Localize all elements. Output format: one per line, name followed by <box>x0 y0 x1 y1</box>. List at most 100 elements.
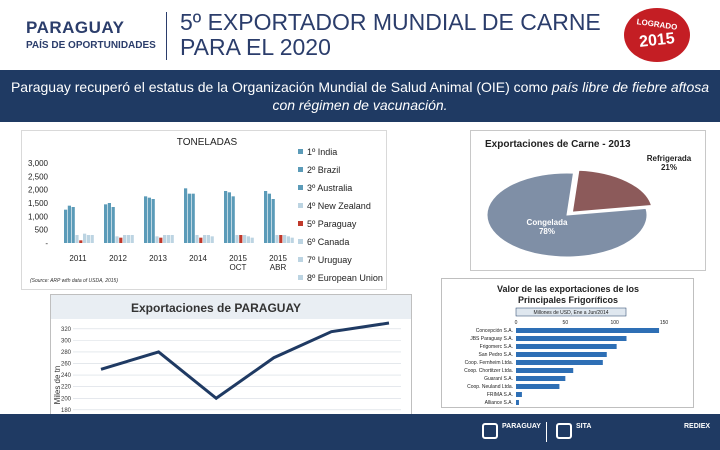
tonnes-bar <box>286 236 290 243</box>
line-chart-y-label: Miles de tn <box>53 366 62 405</box>
tonnes-x-tick: 2011 <box>69 254 87 263</box>
frigorificos-chart-title-line1: Valor de las exportaciones de los <box>497 284 639 294</box>
tonnes-bar <box>239 235 243 243</box>
frigorificos-bar <box>516 352 607 357</box>
tonnes-x-tick: OCT <box>230 263 247 272</box>
frigorificos-category: Alliance S.A. <box>485 400 513 406</box>
logo-sub-text: PAÍS DE OPORTUNIDADES <box>26 40 156 51</box>
frigorificos-x-tick: 100 <box>610 320 619 326</box>
tonnes-x-tick: 2014 <box>189 254 207 263</box>
tonnes-chart-title: TONELADAS <box>177 137 238 148</box>
tonnes-bar <box>170 235 174 243</box>
achievement-badge: LOGRADO 2015 <box>624 8 690 62</box>
tonnes-y-tick: 2,500 <box>28 172 49 181</box>
tonnes-bar <box>144 196 148 243</box>
tonnes-bar <box>210 236 214 243</box>
pie-slice <box>486 172 648 258</box>
frigorificos-bar <box>516 384 560 389</box>
meat-exports-pie-svg: Exportaciones de Carne - 2013 Congelada7… <box>485 139 692 258</box>
tonnes-y-tick: 500 <box>35 226 49 235</box>
legend-label: 5º Paraguay <box>307 219 357 229</box>
pie-slice-value: 21% <box>661 163 677 172</box>
line-chart-y-tick: 280 <box>61 350 72 356</box>
tonnes-bar-chart-svg: TONELADAS 3,0002,5002,0001,5001,000500- … <box>28 137 294 284</box>
frigorificos-bar <box>516 344 617 349</box>
legend-item: 6º Canada <box>298 235 408 253</box>
tonnes-bar <box>283 235 287 243</box>
tonnes-bar <box>187 193 191 243</box>
tonnes-bar <box>271 199 275 243</box>
tonnes-bar <box>126 235 130 243</box>
tonnes-bar <box>166 235 170 243</box>
tonnes-bar <box>123 235 127 243</box>
frigorificos-category: FRIMA S.A. <box>487 392 513 398</box>
tonnes-bar <box>155 236 159 243</box>
line-chart-title: Exportaciones de PARAGUAY <box>131 301 301 315</box>
pie-slice-label: Congelada <box>527 218 568 227</box>
legend-label: 3º Australia <box>307 183 353 193</box>
footer-logo-paraguay: PARAGUAY <box>502 423 541 430</box>
banner-text-plain: Paraguay recuperó el estatus de la Organ… <box>10 79 552 95</box>
legend-item: 1º India <box>298 145 408 163</box>
tonnes-y-tick: 2,000 <box>28 186 49 195</box>
paraguay-seal-icon <box>482 423 498 439</box>
pie-chart-title: Exportaciones de Carne - 2013 <box>485 139 631 150</box>
tonnes-bar <box>83 233 87 243</box>
tonnes-bar <box>163 235 167 243</box>
tonnes-bar <box>231 196 235 243</box>
tonnes-bar <box>227 192 231 243</box>
tonnes-bar <box>147 197 151 243</box>
tonnes-chart-legend: 1º India 2º Brazil 3º Australia 4º New Zeal… <box>298 145 408 289</box>
tonnes-bar <box>71 207 75 243</box>
tonnes-x-tick: 2012 <box>109 254 127 263</box>
tonnes-x-tick: ABR <box>270 263 287 272</box>
pie-slice-label: Refrigerada <box>647 154 692 163</box>
frigorificos-bar <box>516 360 603 365</box>
legend-item: 5º Paraguay <box>298 217 408 235</box>
tonnes-bar <box>151 199 155 243</box>
tonnes-bar <box>191 193 195 243</box>
frigorificos-category: Coop. Neuland Ltda. <box>467 384 513 390</box>
tonnes-y-tick: - <box>45 239 48 248</box>
frigorificos-bar-chart-svg: Valor de las exportaciones de los Princi… <box>464 284 668 406</box>
frigorificos-bar <box>516 336 627 341</box>
tonnes-bar <box>199 237 203 243</box>
frigorificos-category: Frigomerc S.A. <box>480 344 513 350</box>
pie-slice-value: 78% <box>539 227 555 236</box>
frigorificos-category: JBS Paraguay S.A. <box>470 336 513 342</box>
legend-label: 6º Canada <box>307 237 350 247</box>
sita-seal-icon <box>556 423 572 439</box>
tonnes-bar <box>275 235 279 243</box>
header-divider <box>166 12 167 60</box>
paraguay-logo: PARAGUAY PAÍS DE OPORTUNIDADES <box>26 18 156 51</box>
line-chart-series <box>100 321 390 401</box>
legend-item: 8º European Union <box>298 271 408 289</box>
tonnes-bar <box>203 235 207 243</box>
tonnes-bar <box>195 235 199 243</box>
tonnes-bar <box>279 235 283 243</box>
frigorificos-category: Guaraní S.A. <box>484 376 513 382</box>
frigorificos-category: Concepción S.A. <box>476 328 513 334</box>
tonnes-y-tick: 1,500 <box>28 199 49 208</box>
tonnes-bar <box>67 205 71 243</box>
line-chart-y-tick: 180 <box>61 408 72 414</box>
legend-item: 3º Australia <box>298 181 408 199</box>
tonnes-bar-chart: TONELADAS 3,000 2,500 2,000 1,500 1,000 500- … <box>21 130 387 290</box>
frigorificos-bar <box>516 392 522 397</box>
legend-swatch <box>298 239 303 244</box>
frigorificos-subtitle-box <box>515 307 627 317</box>
line-chart-y-tick: 200 <box>61 396 72 402</box>
frigorificos-bar <box>516 376 566 381</box>
tonnes-bar <box>104 204 108 243</box>
tonnes-bar <box>86 235 90 243</box>
footer-logo-sita: SITA <box>576 423 592 430</box>
tonnes-x-tick: 2015 <box>229 254 247 263</box>
tonnes-bar <box>184 188 188 243</box>
legend-swatch <box>298 167 303 172</box>
legend-swatch <box>298 203 303 208</box>
legend-swatch <box>298 221 303 226</box>
tonnes-bar <box>206 235 210 243</box>
legend-label: 1º India <box>307 147 338 157</box>
tonnes-bar <box>107 203 111 243</box>
